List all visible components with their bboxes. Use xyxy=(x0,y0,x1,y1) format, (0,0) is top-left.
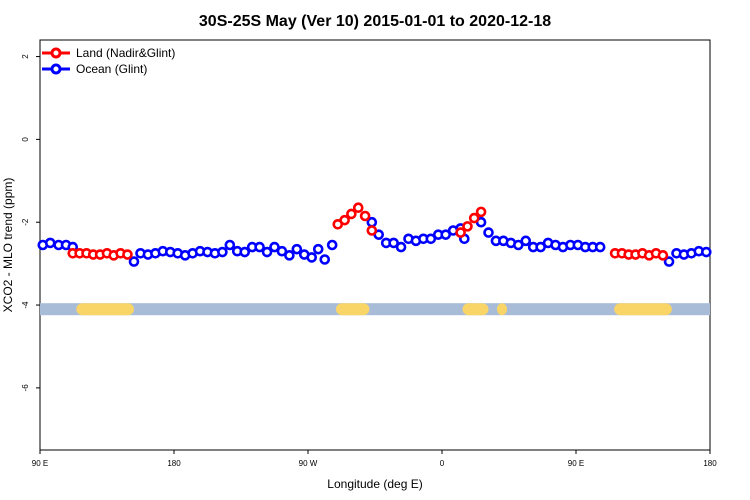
y-tick-label: -6 xyxy=(21,384,30,392)
y-tick-label: 2 xyxy=(21,54,30,59)
ocean-point xyxy=(291,243,303,255)
ocean-point xyxy=(269,241,280,253)
ocean-point xyxy=(44,237,56,249)
ocean-point xyxy=(395,241,407,253)
ocean-point xyxy=(224,239,236,251)
ocean-point xyxy=(306,252,318,263)
land-point xyxy=(352,202,364,214)
x-tick-label: 0 xyxy=(440,459,445,468)
y-tick-label: -4 xyxy=(21,301,30,309)
ocean-point xyxy=(700,246,712,258)
surface-bar-land-segment xyxy=(335,303,370,316)
ocean-point xyxy=(594,241,606,253)
land-point xyxy=(657,250,669,261)
land-point xyxy=(122,249,133,260)
land-point xyxy=(455,227,466,238)
ocean-point xyxy=(425,233,437,245)
x-tick-label: 90 E xyxy=(32,459,48,468)
ocean-point xyxy=(239,246,251,258)
x-tick-label: 90 E xyxy=(568,459,584,468)
land-point xyxy=(346,208,357,220)
ocean-point xyxy=(312,243,324,255)
x-axis-label: Longitude (deg E) xyxy=(327,477,422,491)
surface-bar-land-segment xyxy=(614,303,672,316)
legend-land-label: Land (Nadir&Glint) xyxy=(76,46,175,60)
ocean-point xyxy=(326,239,338,251)
ocean-point xyxy=(483,227,494,238)
land-point xyxy=(475,206,487,218)
y-tick-label: 0 xyxy=(21,137,30,142)
y-tick-label: -2 xyxy=(21,218,30,226)
x-tick-label: 90 W xyxy=(299,459,318,468)
y-axis: 2 0 -2 -4 -6 xyxy=(21,54,40,392)
surface-bar-land-segment xyxy=(462,303,489,316)
ocean-point xyxy=(388,237,399,249)
legend: Land (Nadir&Glint) Ocean (Glint) xyxy=(42,46,175,76)
chart-title: 30S-25S May (Ver 10) 2015-01-01 to 2020-… xyxy=(199,13,551,30)
legend-ocean-label: Ocean (Glint) xyxy=(76,62,147,76)
land-point xyxy=(462,221,473,232)
plot-area xyxy=(39,39,711,451)
land-point xyxy=(468,212,480,224)
ocean-point xyxy=(276,245,288,257)
ocean-point xyxy=(513,239,524,251)
ocean-point xyxy=(535,241,546,253)
ocean-point xyxy=(254,241,265,253)
ocean-point xyxy=(284,250,295,261)
x-axis: 90 E 180 90 W 0 90 E 180 xyxy=(32,450,717,468)
legend-ocean-marker xyxy=(50,63,62,75)
surface-bar-ocean xyxy=(40,303,710,316)
ocean-point xyxy=(217,246,228,258)
ocean-point xyxy=(520,235,532,247)
data-points xyxy=(37,202,712,267)
land-point xyxy=(366,225,378,236)
ocean-point xyxy=(663,256,675,267)
y-axis-label: XCO2 - MLO trend (ppm) xyxy=(1,178,15,313)
x-tick-label: 180 xyxy=(703,459,717,468)
surface-bar xyxy=(40,303,710,316)
surface-bar-land-segment xyxy=(76,303,134,316)
x-tick-label: 180 xyxy=(167,459,181,468)
ocean-point xyxy=(261,246,273,258)
land-point xyxy=(339,214,350,226)
land-point xyxy=(359,210,371,222)
ocean-point xyxy=(128,256,140,267)
ocean-point xyxy=(440,229,452,240)
legend-land-marker xyxy=(50,47,62,59)
ocean-point xyxy=(319,254,331,265)
surface-bar-land-segment xyxy=(496,303,508,316)
